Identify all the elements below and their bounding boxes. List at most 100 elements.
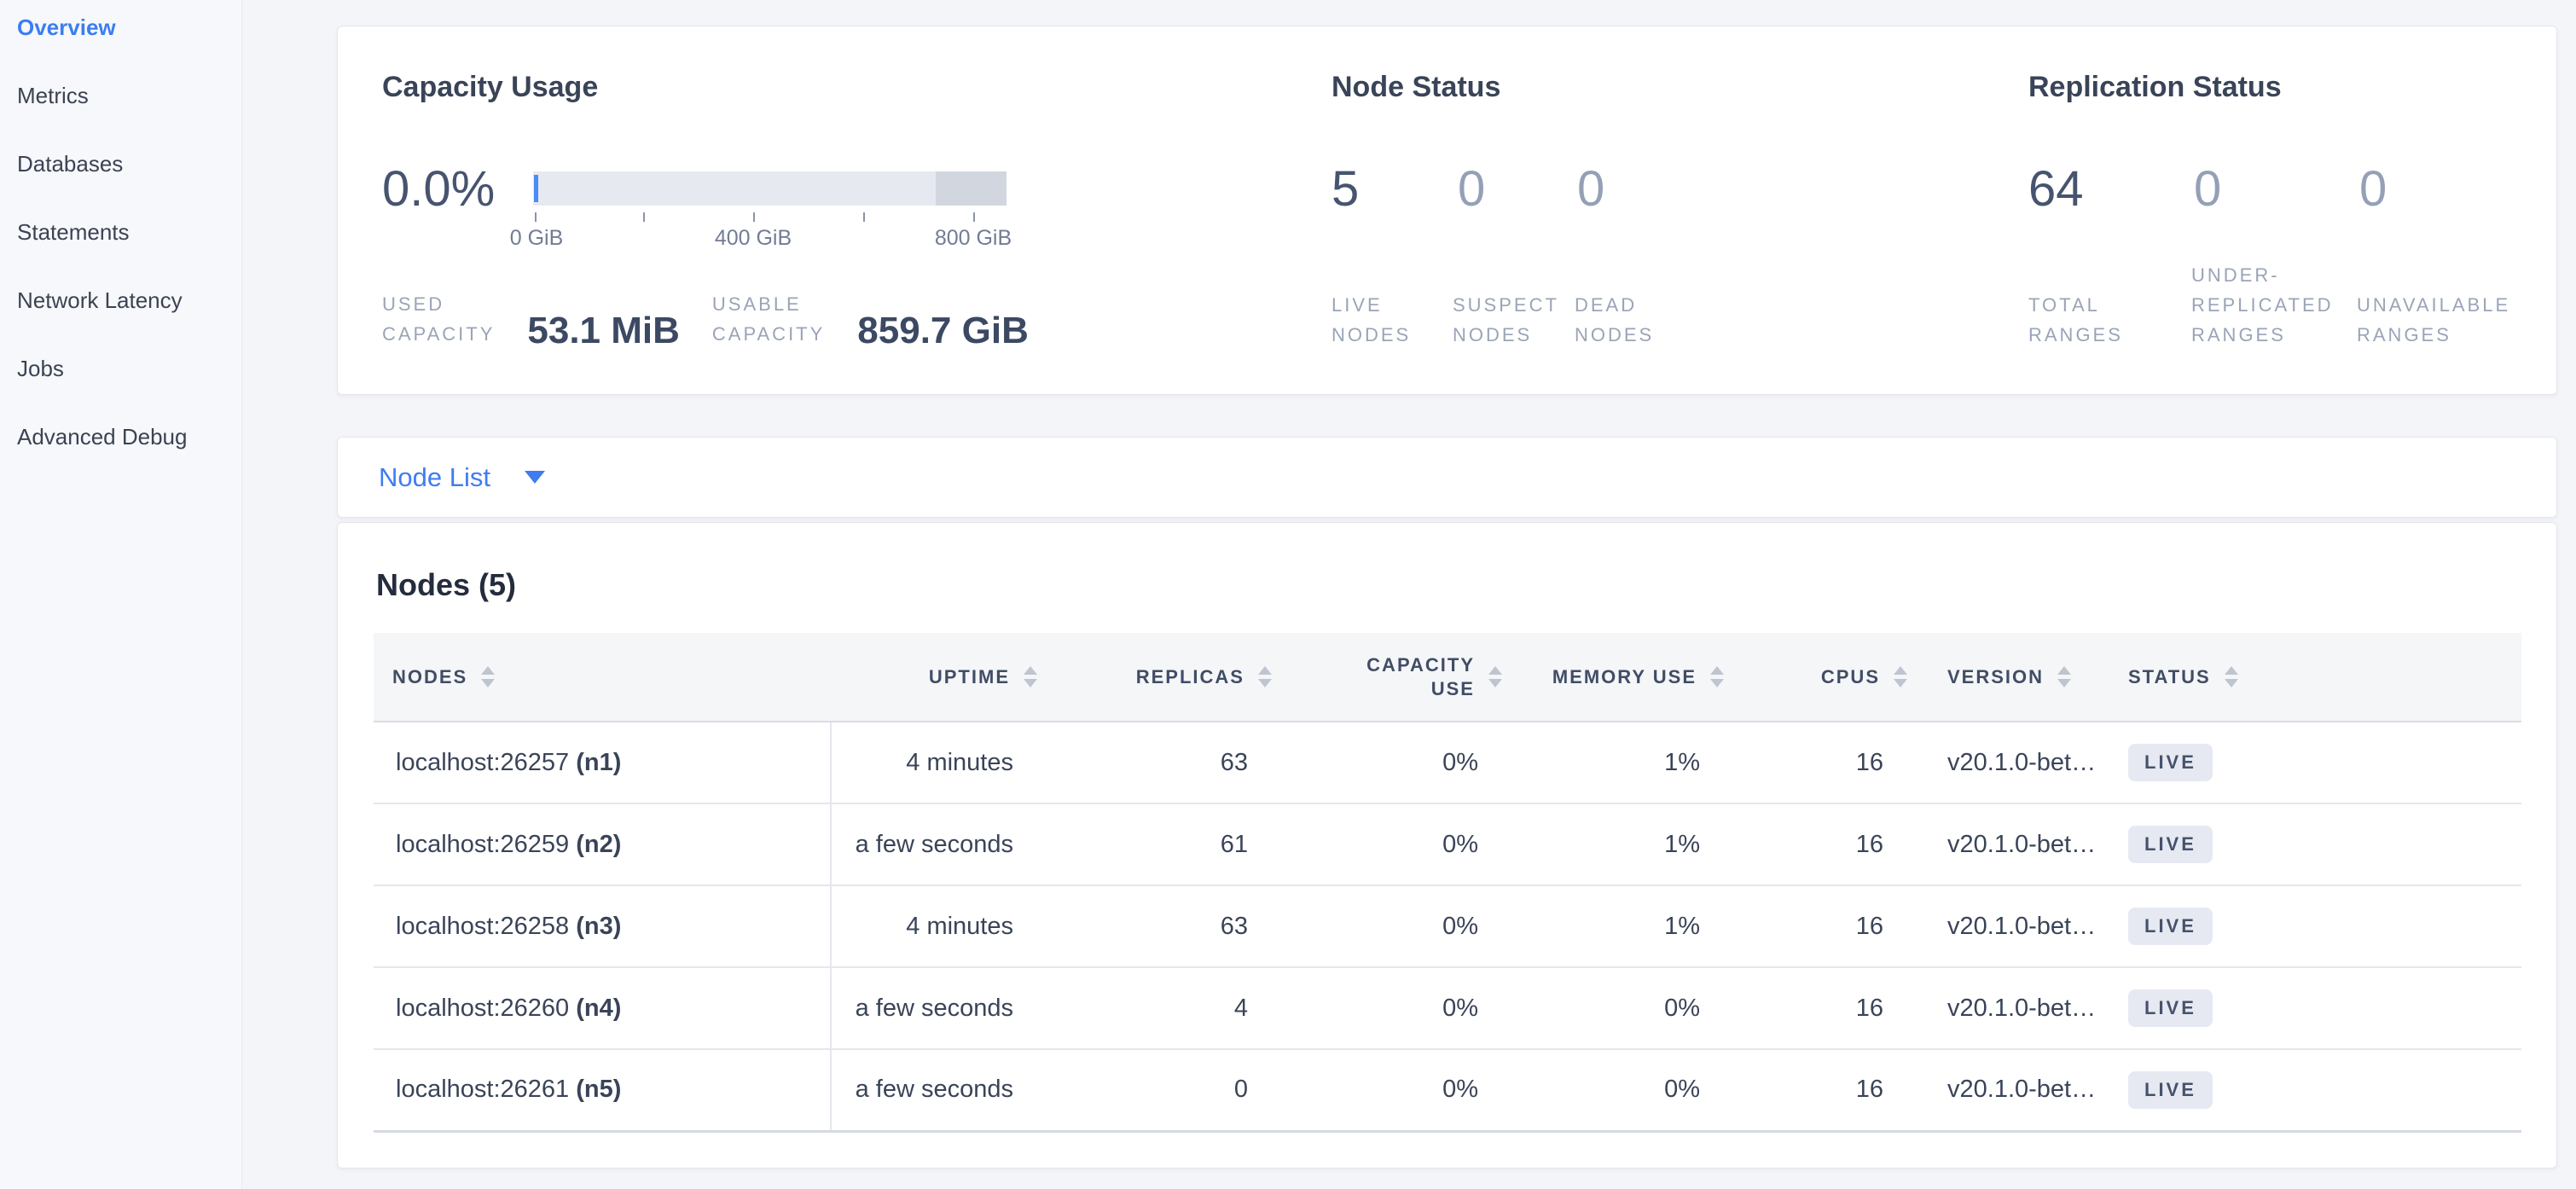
uptime-cell: 4 minutes: [831, 885, 1037, 968]
capacity-use-cell: 0%: [1272, 803, 1502, 886]
version-cell: v20.1.0-bet…: [1907, 722, 2108, 804]
status-badge: LIVE: [2128, 1070, 2213, 1109]
version-cell: v20.1.0-bet…: [1907, 803, 2108, 886]
status-badge: LIVE: [2128, 744, 2213, 781]
sidebar-item-overview[interactable]: Overview: [17, 14, 116, 40]
memory-use-cell: 1%: [1502, 803, 1724, 886]
axis-tick: [753, 212, 755, 222]
status-badge: LIVE: [2128, 908, 2213, 945]
capacity-bar-used-marker: [534, 175, 538, 202]
replicas-cell: 0: [1037, 1049, 1272, 1133]
column-header-nodes[interactable]: NODES: [374, 633, 831, 722]
column-header-version[interactable]: VERSION: [1907, 633, 2108, 722]
table-row[interactable]: localhost:26259 (n2) a few seconds 61 0%…: [374, 803, 2521, 886]
usable-capacity-value: 859.7 GiB: [857, 310, 1029, 351]
version-cell: v20.1.0-bet…: [1907, 1049, 2108, 1133]
memory-use-cell: 1%: [1502, 885, 1724, 968]
status-badge: LIVE: [2128, 826, 2213, 863]
capacity-stats: USED CAPACITY 53.1 MiB USABLE CAPACITY 8…: [382, 289, 1029, 351]
sidebar-item-statements[interactable]: Statements: [17, 219, 130, 245]
used-capacity-label: USED CAPACITY: [382, 293, 496, 345]
sidebar-item-metrics[interactable]: Metrics: [17, 83, 89, 108]
node-id: (n4): [576, 994, 622, 1022]
suspect-nodes-label: SUSPECT NODES: [1453, 294, 1559, 345]
sort-icon[interactable]: [2057, 666, 2072, 687]
column-header-replicas[interactable]: REPLICAS: [1037, 633, 1272, 722]
dead-nodes-count: 0: [1577, 161, 1605, 217]
table-row[interactable]: localhost:26258 (n3) 4 minutes 63 0% 1% …: [374, 885, 2521, 968]
node-list-dropdown-label[interactable]: Node List: [379, 461, 490, 492]
sidebar: Overview Metrics Databases Statements Ne…: [0, 0, 242, 1189]
memory-use-cell: 1%: [1502, 722, 1724, 804]
sidebar-item-jobs[interactable]: Jobs: [17, 356, 64, 381]
used-capacity-value: 53.1 MiB: [527, 310, 680, 351]
sort-icon[interactable]: [1894, 666, 1907, 687]
axis-tick: [863, 212, 865, 222]
column-label: CAPACITY USE: [1366, 653, 1475, 699]
replicas-cell: 61: [1037, 803, 1272, 886]
capacity-bar-reserved-segment: [936, 171, 1007, 206]
cpus-cell: 16: [1724, 722, 1907, 804]
capacity-use-cell: 0%: [1272, 967, 1502, 1050]
sort-icon[interactable]: [1024, 666, 1037, 687]
memory-use-cell: 0%: [1502, 1049, 1724, 1133]
sort-icon[interactable]: [2224, 666, 2238, 687]
node-address-link[interactable]: localhost:26260: [396, 994, 570, 1022]
uptime-cell: a few seconds: [831, 803, 1037, 886]
node-address-link[interactable]: localhost:26258: [396, 912, 570, 940]
uptime-cell: a few seconds: [831, 1049, 1037, 1133]
table-row[interactable]: localhost:26257 (n1) 4 minutes 63 0% 1% …: [374, 722, 2521, 804]
node-list-dropdown[interactable]: Node List: [338, 438, 2556, 517]
column-header-memory-use[interactable]: MEMORY USE: [1502, 633, 1724, 722]
under-replicated-ranges-label: UNDER- REPLICATED RANGES: [2191, 264, 2334, 345]
column-label: UPTIME: [928, 665, 1010, 687]
column-header-uptime[interactable]: UPTIME: [831, 633, 1037, 722]
cpus-cell: 16: [1724, 803, 1907, 886]
live-nodes-count: 5: [1332, 161, 1360, 217]
uptime-cell: a few seconds: [831, 967, 1037, 1050]
table-row[interactable]: localhost:26260 (n4) a few seconds 4 0% …: [374, 967, 2521, 1050]
capacity-use-cell: 0%: [1272, 722, 1502, 804]
status-badge: LIVE: [2128, 989, 2213, 1027]
sort-icon[interactable]: [481, 666, 496, 687]
axis-tick-label: 0 GiB: [509, 226, 564, 250]
sidebar-item-databases[interactable]: Databases: [17, 151, 124, 177]
column-header-status[interactable]: STATUS: [2108, 633, 2521, 722]
nodes-table-title: Nodes (5): [376, 567, 517, 602]
replicas-cell: 63: [1037, 722, 1272, 804]
column-header-capacity-use[interactable]: CAPACITY USE: [1272, 633, 1502, 722]
column-label: STATUS: [2128, 665, 2211, 687]
node-address-link[interactable]: localhost:26259: [396, 830, 570, 858]
version-cell: v20.1.0-bet…: [1907, 967, 2108, 1050]
replication-status-title: Replication Status: [2028, 71, 2282, 103]
table-row[interactable]: localhost:26261 (n5) a few seconds 0 0% …: [374, 1049, 2521, 1133]
column-label: REPLICAS: [1135, 665, 1244, 687]
sidebar-item-advanced-debug[interactable]: Advanced Debug: [17, 424, 188, 450]
sort-icon[interactable]: [1710, 666, 1724, 687]
nodes-card: Nodes (5) NODES UPTIME: [337, 522, 2557, 1169]
cluster-summary-card: Capacity Usage 0.0% 0 GiB 400 GiB 800 Gi…: [337, 26, 2557, 395]
axis-tick: [643, 212, 645, 222]
replicas-cell: 63: [1037, 885, 1272, 968]
axis-tick: [973, 212, 975, 222]
node-address-link[interactable]: localhost:26257: [396, 748, 570, 776]
sort-icon[interactable]: [1258, 666, 1272, 687]
node-id: (n5): [576, 1076, 622, 1104]
sort-icon[interactable]: [1488, 666, 1502, 687]
total-ranges-count: 64: [2028, 161, 2084, 217]
cpus-cell: 16: [1724, 967, 1907, 1050]
replicas-cell: 4: [1037, 967, 1272, 1050]
memory-use-cell: 0%: [1502, 967, 1724, 1050]
unavailable-ranges-label: UNAVAILABLE RANGES: [2357, 294, 2511, 345]
capacity-usage-title: Capacity Usage: [382, 71, 599, 103]
chevron-down-icon[interactable]: [524, 471, 545, 484]
capacity-bar-track: [533, 171, 1007, 206]
usable-capacity-label: USABLE CAPACITY: [711, 293, 826, 345]
column-label: VERSION: [1947, 665, 2045, 687]
uptime-cell: 4 minutes: [831, 722, 1037, 804]
axis-tick-label: 800 GiB: [934, 226, 1012, 250]
column-header-cpus[interactable]: CPUS: [1724, 633, 1907, 722]
sidebar-item-network-latency[interactable]: Network Latency: [17, 287, 183, 313]
version-cell: v20.1.0-bet…: [1907, 885, 2108, 968]
node-address-link[interactable]: localhost:26261: [396, 1076, 570, 1104]
